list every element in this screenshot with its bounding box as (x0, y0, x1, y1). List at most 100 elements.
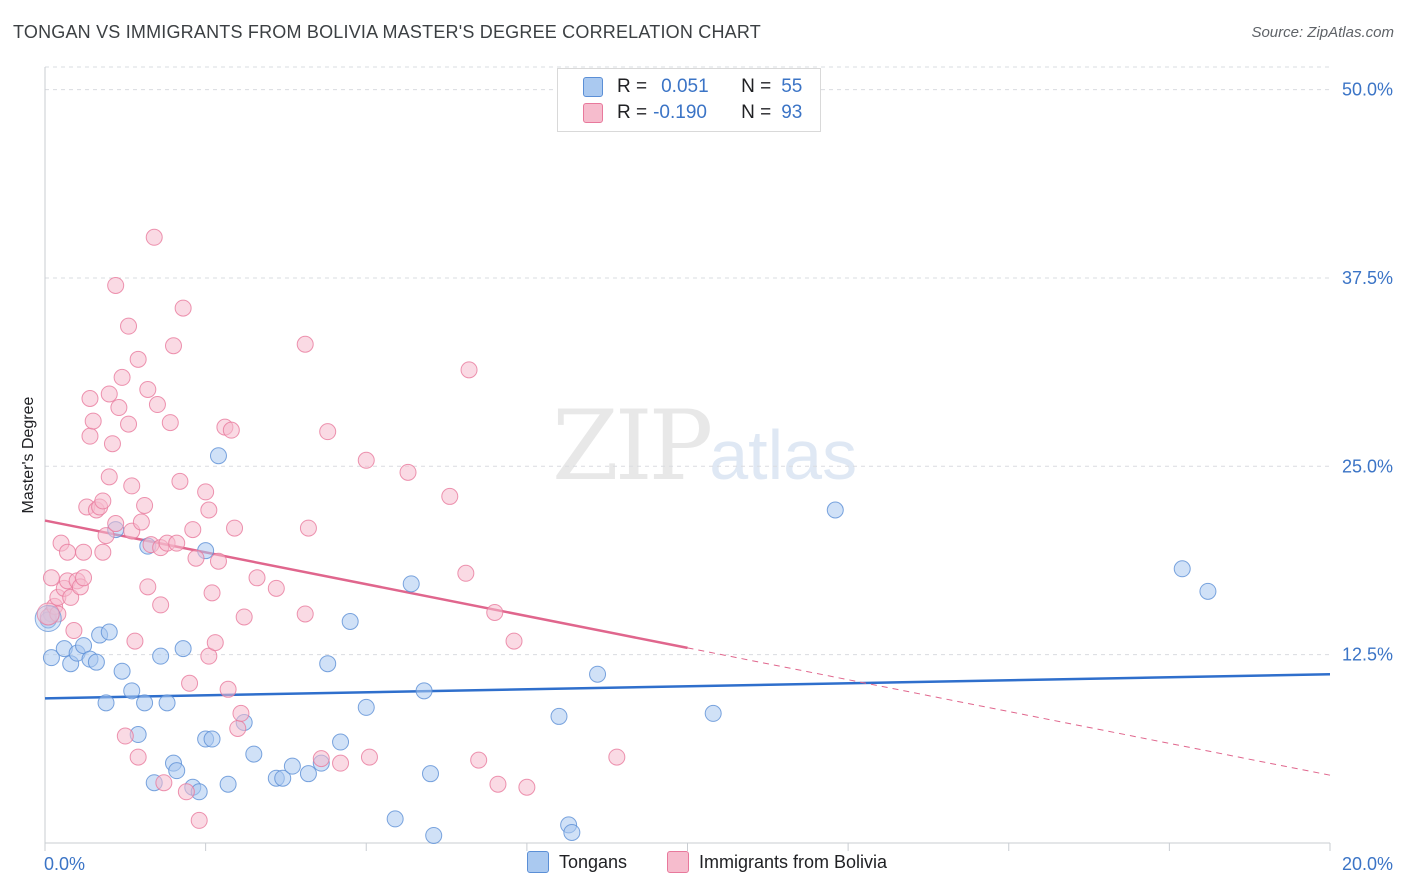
point-bolivia (107, 515, 125, 533)
point-bolivia (299, 519, 317, 537)
watermark-zip: ZIP (552, 390, 713, 502)
point-bolivia-cluster (36, 602, 60, 626)
legend-r-label: R = (617, 102, 648, 123)
point-tongans (589, 665, 607, 683)
point-bolivia (296, 335, 314, 353)
point-tongans (402, 575, 420, 593)
point-bolivia (209, 552, 227, 570)
point-tongans (209, 447, 227, 465)
point-tongans (563, 823, 581, 841)
watermark-atlas: atlas (709, 416, 858, 494)
legend-swatch-tongans (583, 77, 603, 97)
x-tick-label: 20.0% (1342, 854, 1393, 874)
point-bolivia (116, 727, 134, 745)
point-tongans (158, 694, 176, 712)
point-tongans (550, 707, 568, 725)
legend-r-value-bolivia: -0.190 (653, 102, 707, 123)
point-bolivia (42, 569, 60, 587)
point-bolivia (97, 527, 115, 545)
point-tongans (283, 757, 301, 775)
point-bolivia (49, 605, 67, 623)
point-bolivia (139, 380, 157, 398)
point-bolivia (441, 487, 459, 505)
y-tick-label: 25.0% (1342, 456, 1393, 476)
point-tongans (42, 649, 60, 667)
legend-r-label: R = (617, 76, 648, 97)
point-tongans (332, 733, 350, 751)
point-bolivia (357, 451, 375, 469)
point-bolivia (171, 472, 189, 490)
bottom-legend-tongans: Tongans (527, 851, 627, 873)
point-bolivia (470, 751, 488, 769)
point-tongans (704, 704, 722, 722)
point-bolivia (229, 719, 247, 737)
point-tongans (100, 623, 118, 641)
point-bolivia (145, 228, 163, 246)
bottom-legend-swatch-tongans (527, 851, 549, 873)
point-bolivia (94, 492, 112, 510)
point-bolivia (360, 748, 378, 766)
point-tongans (422, 765, 439, 783)
point-bolivia (174, 299, 192, 317)
chart-title: TONGAN VS IMMIGRANTS FROM BOLIVIA MASTER… (13, 22, 761, 42)
point-bolivia (184, 521, 202, 539)
point-tongans (425, 826, 443, 844)
point-bolivia (123, 477, 141, 495)
point-bolivia (200, 501, 218, 519)
point-bolivia (460, 361, 478, 379)
point-bolivia (126, 632, 144, 650)
point-tongans (415, 682, 433, 700)
point-tongans (97, 694, 115, 712)
point-tongans (113, 662, 131, 680)
point-tongans (386, 810, 404, 828)
point-bolivia (65, 622, 83, 640)
point-bolivia (608, 748, 626, 766)
point-bolivia (203, 584, 221, 602)
point-bolivia (120, 317, 138, 335)
point-bolivia (94, 543, 112, 561)
point-tongans (319, 655, 337, 673)
point-bolivia (518, 778, 536, 796)
point-bolivia (489, 775, 507, 793)
trend-layer (44, 519, 1331, 776)
legend-swatch-bolivia (583, 103, 603, 123)
point-bolivia (332, 754, 350, 772)
y-axis-title: Master's Degree (20, 396, 37, 513)
point-bolivia (165, 337, 182, 355)
label-layer: 12.5% 25.0% 37.5% 50.0% 0.0% 20.0% Master's De… (20, 80, 1393, 874)
point-bolivia (235, 608, 253, 626)
points-layer (34, 228, 1217, 844)
trend-line-bolivia-extrapolated (687, 647, 1331, 776)
grid-layer (45, 66, 1330, 656)
point-bolivia (58, 543, 76, 561)
point-bolivia (148, 396, 166, 414)
point-tongans (87, 653, 105, 671)
point-tongans-cluster (34, 604, 62, 632)
point-bolivia (100, 385, 118, 403)
axis-layer (44, 67, 1331, 851)
y-tick-label: 12.5% (1342, 645, 1393, 665)
point-bolivia (222, 421, 240, 439)
point-bolivia (62, 588, 80, 606)
chart-source: Source: ZipAtlas.com (1251, 24, 1394, 41)
trend-line-tongans (44, 672, 1331, 700)
legend-n-label: N = (741, 102, 772, 123)
point-bolivia (181, 674, 199, 692)
bottom-legend-swatch-bolivia (667, 851, 689, 873)
point-bolivia (219, 680, 237, 698)
point-bolivia (152, 596, 170, 614)
point-tongans (274, 769, 292, 787)
point-bolivia (267, 579, 285, 597)
point-bolivia (129, 748, 147, 766)
point-bolivia (110, 399, 128, 417)
point-bolivia (226, 519, 244, 537)
point-bolivia (139, 578, 157, 596)
legend-row-tongans: R = 0.051 N = 55 (583, 75, 802, 99)
point-bolivia (319, 423, 337, 441)
point-bolivia (457, 564, 475, 582)
legend-n-value-bolivia: 93 (781, 102, 803, 123)
point-tongans (826, 501, 844, 519)
point-bolivia (120, 415, 138, 433)
point-bolivia (136, 496, 154, 514)
